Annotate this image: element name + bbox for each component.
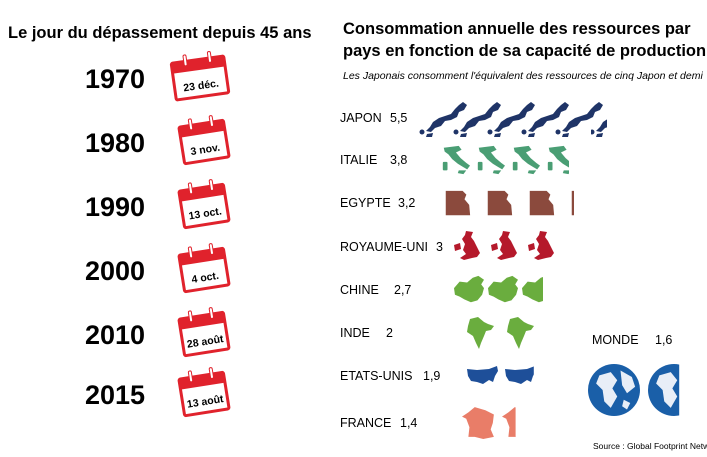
italie-unit-icon [442, 145, 470, 175]
overshoot-date: 3 nov. [190, 142, 221, 158]
japon-unit-icon [453, 102, 501, 137]
france-unit-icon [502, 407, 516, 438]
overshoot-date: 28 août [186, 333, 225, 351]
pictogram-chart: JAPON 5,5 ITALIE 3,8 EGYPTE 3,2 ROYAUME-UNI 3 CH… [340, 102, 680, 439]
inde-unit-icon [507, 317, 534, 349]
calendar-page [182, 322, 228, 355]
japon-unit-icon [521, 102, 569, 137]
overshoot-date: 23 déc. [183, 77, 220, 94]
calendar-icon: 13 oct. [177, 179, 231, 230]
right-title-line2: pays en fonction de sa capacité de produ… [343, 42, 706, 60]
world-value: 1,6 [655, 333, 672, 347]
world-globe-icon [588, 364, 640, 416]
year-label: 1980 [85, 128, 145, 158]
calendar-ring [187, 370, 194, 383]
chine-unit-icon [488, 275, 518, 303]
inde-unit-icon [467, 317, 494, 349]
japon-unit-icon [487, 102, 535, 137]
country-label: ROYAUME-UNI [340, 240, 428, 254]
royaume-uni-unit-icon [454, 231, 480, 260]
subtitle: Les Japonais consomment l'équivalent des… [343, 70, 703, 82]
calendar-page [182, 258, 228, 291]
etats-unis-unit-icon [467, 366, 498, 384]
japon-unit-icon [419, 102, 467, 137]
country-label: ITALIE [340, 153, 377, 167]
calendar-ring [208, 367, 215, 380]
right-title-line1: Consommation annuelle des ressources par [343, 20, 691, 38]
royaume-uni-unit-icon [528, 231, 554, 260]
timeline: 1970 23 déc. 1980 3 nov. 1990 13 oct. 2000 4 oc… [85, 51, 231, 418]
year-label: 2015 [85, 380, 145, 410]
egypte-unit-icon [571, 190, 574, 216]
japon-unit-icon [555, 102, 603, 137]
calendar-icon: 28 août [177, 307, 231, 358]
world-globe-icon [648, 364, 680, 416]
calendar-icon: 13 août [177, 367, 231, 418]
country-value: 1,4 [400, 416, 417, 430]
country-label: EGYPTE [340, 196, 391, 210]
calendar-page [182, 130, 228, 163]
country-value: 2,7 [394, 283, 411, 297]
country-value: 3,8 [390, 153, 407, 167]
chine-unit-icon [522, 277, 543, 303]
italie-unit-icon [512, 145, 540, 175]
country-label: FRANCE [340, 416, 391, 430]
calendar-ring [208, 179, 215, 192]
overshoot-date: 13 août [186, 393, 225, 411]
year-label: 2010 [85, 320, 145, 350]
calendar-ring [187, 310, 194, 323]
etats-unis-unit-icon [505, 366, 534, 384]
country-label: JAPON [340, 111, 382, 125]
country-value: 1,9 [423, 369, 440, 383]
year-label: 1990 [85, 192, 145, 222]
world-label: MONDE [592, 333, 639, 347]
calendar-icon: 23 déc. [169, 51, 231, 102]
calendar-icon: 3 nov. [177, 115, 231, 166]
year-label: 2000 [85, 256, 145, 286]
country-value: 5,5 [390, 111, 407, 125]
left-title: Le jour du dépassement depuis 45 ans [8, 24, 312, 42]
year-label: 1970 [85, 64, 145, 94]
source-note: Source : Global Footprint Network [593, 441, 707, 451]
italie-unit-icon [477, 145, 505, 175]
country-value: 3 [436, 240, 443, 254]
france-unit-icon [462, 407, 494, 439]
calendar-ring [187, 118, 194, 131]
calendar-page [182, 382, 228, 415]
royaume-uni-unit-icon [491, 231, 517, 260]
italie-unit-icon [547, 145, 569, 175]
calendar-ring [187, 182, 194, 195]
country-label: ETATS-UNIS [340, 369, 412, 383]
calendar-ring [206, 51, 213, 63]
calendar-page [182, 194, 228, 227]
country-value: 2 [386, 326, 393, 340]
egypte-unit-icon [487, 190, 513, 216]
calendar-ring [208, 243, 215, 256]
calendar-icon: 4 oct. [177, 243, 231, 294]
calendar-ring [182, 54, 188, 67]
japon-unit-icon [591, 119, 607, 137]
egypte-unit-icon [445, 190, 471, 216]
egypte-unit-icon [529, 190, 555, 216]
calendar-page [174, 66, 228, 99]
calendar-ring [187, 246, 194, 259]
overshoot-date: 4 oct. [191, 270, 220, 286]
overshoot-date: 13 oct. [188, 205, 223, 222]
calendar-ring [208, 115, 215, 128]
country-label: INDE [340, 326, 370, 340]
country-label: CHINE [340, 283, 379, 297]
country-value: 3,2 [398, 196, 415, 210]
calendar-ring [208, 307, 215, 320]
chine-unit-icon [454, 275, 484, 303]
